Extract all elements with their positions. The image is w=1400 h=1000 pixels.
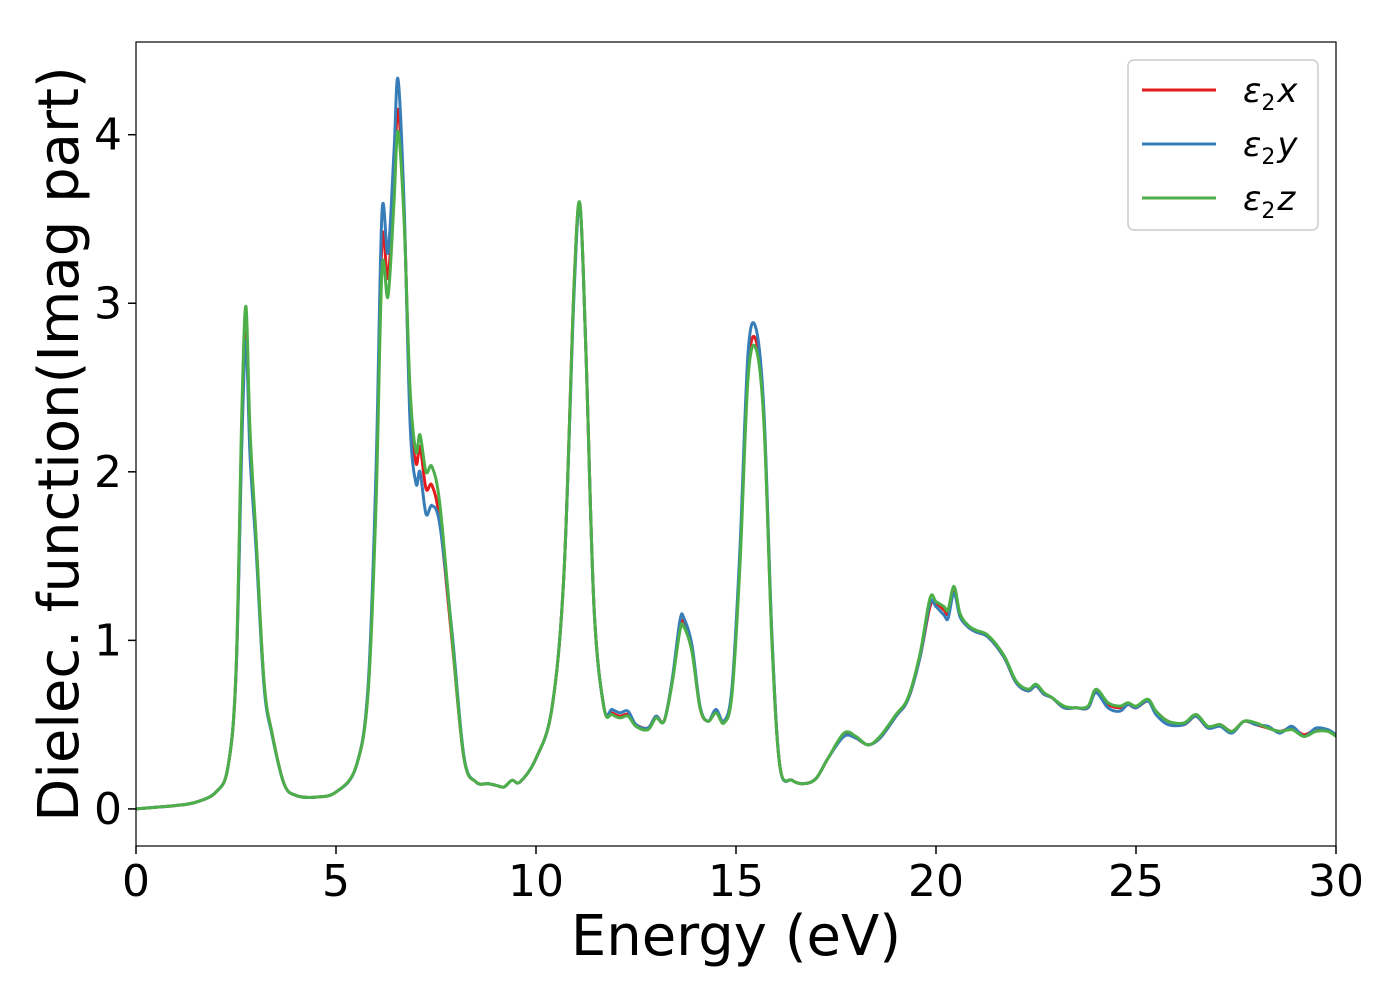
y-axis-title: Dielec. function(Imag part) [27, 66, 92, 822]
x-tick-label: 0 [122, 856, 150, 907]
series-lines [136, 76, 1336, 811]
legend-label-y: ε2y [1243, 125, 1298, 170]
legend-label-z: ε2z [1243, 179, 1296, 224]
legend: ε2x ε2y ε2z [1127, 59, 1319, 231]
series-line-z [136, 129, 1336, 811]
x-tick-label: 30 [1308, 856, 1364, 907]
legend-box [1127, 59, 1319, 231]
x-axis-title: Energy (eV) [571, 904, 901, 969]
y-tick-label: 3 [94, 278, 122, 329]
y-tick-label: 1 [94, 615, 122, 666]
x-tick-label: 15 [708, 856, 764, 907]
x-axis-ticks: 0 5 10 15 20 25 30 [122, 846, 1364, 907]
x-tick-label: 20 [908, 856, 964, 907]
legend-label-x: ε2x [1243, 71, 1298, 116]
y-tick-label: 2 [94, 447, 122, 498]
legend-items: ε2x ε2y ε2z [1142, 71, 1298, 224]
x-tick-label: 10 [508, 856, 564, 907]
x-tick-label: 25 [1108, 856, 1164, 907]
y-tick-label: 0 [94, 784, 122, 835]
y-tick-label: 4 [94, 110, 122, 161]
y-axis-ticks: 0 1 2 3 4 [94, 110, 136, 835]
x-tick-label: 5 [322, 856, 350, 907]
